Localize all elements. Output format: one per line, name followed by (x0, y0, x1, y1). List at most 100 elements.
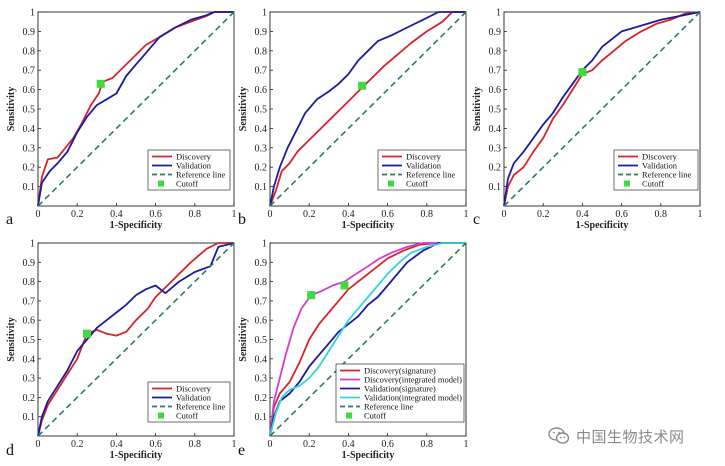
x-tick-label: 0 (268, 209, 273, 220)
series-line-discovery (269, 11, 466, 207)
y-tick-label: 0.5 (255, 335, 268, 346)
y-tick-label: 0.5 (23, 105, 36, 116)
legend-label: Discovery (176, 384, 212, 394)
x-tick-label: 0.4 (576, 209, 589, 220)
y-tick-label: 0.7 (23, 296, 36, 307)
x-tick-label: 1 (232, 209, 237, 220)
x-tick-label: 0.2 (303, 209, 316, 220)
y-tick-label: 1 (262, 239, 267, 250)
y-tick-label: 0.5 (23, 335, 36, 346)
y-tick-label: 0.1 (255, 412, 268, 423)
cutoff-marker (96, 79, 105, 88)
legend-label: Reference line (406, 170, 456, 180)
x-tick-label: 1 (464, 439, 469, 450)
y-tick-label: 1 (30, 239, 35, 250)
watermark: 中国生物技术网 (548, 424, 718, 448)
legend-label: Validation(integrated model) (364, 393, 462, 403)
series-line-reference-line (269, 11, 467, 207)
y-tick-label: 0.4 (255, 124, 268, 135)
y-tick-label: 0.8 (23, 46, 36, 57)
legend-label: Cutoff (406, 179, 428, 189)
y-tick-label: 0.2 (489, 163, 502, 174)
y-tick-label: 0.6 (489, 85, 502, 96)
y-tick-label: 0.3 (255, 374, 268, 385)
x-tick-label: 0 (36, 209, 41, 220)
series-line-reference-line (37, 11, 235, 207)
legend-label: Reference line (176, 170, 226, 180)
panel-letter: b (238, 211, 246, 228)
y-tick-label: 0.9 (489, 27, 502, 38)
watermark-text: 中国生物技术网 (576, 427, 685, 446)
y-tick-label: 0.7 (255, 66, 268, 77)
y-tick-label: 1 (262, 8, 267, 19)
y-tick-label: 0.4 (255, 354, 268, 365)
legend-cutoff-swatch (346, 412, 352, 419)
series-line-reference-line (503, 11, 701, 207)
wechat-icon (548, 427, 570, 444)
y-tick-label: 0.2 (255, 163, 268, 174)
legend-label: Validation (642, 161, 678, 171)
x-tick-label: 0 (36, 439, 41, 450)
legend-label: Cutoff (176, 179, 198, 189)
y-tick-label: 0.8 (489, 46, 502, 57)
legend-cutoff-swatch (158, 180, 164, 187)
chart-panel-d: 0 0.2 0.4 0.6 0.8 1 0.1 0.2 0.3 0.4 0.5 0.6 0.7 0.8 0.… (6, 239, 237, 462)
x-tick-label: 0.4 (342, 209, 355, 220)
series-line-reference-line (37, 242, 235, 437)
x-tick-label: 0.8 (189, 439, 202, 450)
x-axis-label: 1-Specificity (342, 220, 395, 231)
x-tick-label: 0.8 (421, 209, 434, 220)
series-line-reference-line (269, 242, 467, 437)
chart-panel-e: 0 0.2 0.4 0.6 0.8 1 0.1 0.2 0.3 0.4 0.5 0.6 0.7 0.8 0.… (238, 239, 469, 462)
x-tick-label: 0 (502, 209, 507, 220)
legend-label: Validation(signature) (364, 384, 436, 394)
y-tick-label: 0.2 (255, 393, 268, 404)
legend-cutoff-swatch (158, 412, 164, 419)
series-line-validation (37, 242, 235, 437)
legend-label: Validation (176, 161, 212, 171)
y-tick-label: 0.1 (23, 412, 36, 423)
y-tick-label: 0.6 (23, 316, 36, 327)
y-tick-label: 0.1 (23, 182, 36, 193)
y-tick-label: 0.7 (489, 66, 502, 77)
y-tick-label: 0.7 (255, 296, 268, 307)
series-line-discovery (37, 11, 234, 207)
legend-label: Cutoff (642, 179, 664, 189)
y-axis-label: Sensitivity (238, 87, 249, 131)
legend-cutoff-swatch (388, 180, 394, 187)
x-tick-label: 1 (232, 439, 237, 450)
y-axis-label: Sensitivity (6, 87, 17, 131)
cutoff-marker (358, 81, 367, 90)
y-tick-label: 0.2 (23, 393, 36, 404)
series-line-discovery-signature (269, 242, 466, 437)
chart-panel-a: 0 0.2 0.4 0.6 0.8 1 0.1 0.2 0.3 0.4 0.5 0.6 0.7 0.8 0.… (6, 8, 237, 232)
y-tick-label: 0.3 (23, 374, 36, 385)
y-tick-label: 0.4 (23, 124, 36, 135)
y-tick-label: 0.9 (255, 258, 268, 269)
panel-letter: c (473, 211, 480, 228)
series-line-validation-signature (269, 242, 466, 437)
x-tick-label: 0.6 (149, 209, 162, 220)
legend-label: Reference line (364, 402, 414, 412)
y-tick-label: 0.3 (23, 143, 36, 154)
y-axis-label: Sensitivity (472, 87, 483, 131)
y-tick-label: 0.5 (255, 105, 268, 116)
x-tick-label: 0.4 (110, 439, 123, 450)
cutoff-marker (578, 68, 587, 77)
legend-label: Discovery (176, 152, 212, 162)
y-tick-label: 0.2 (23, 163, 36, 174)
x-tick-label: 0.4 (342, 439, 355, 450)
cutoff-marker (307, 291, 316, 300)
legend-box (335, 363, 465, 423)
y-tick-label: 0.9 (23, 258, 36, 269)
y-tick-label: 0.8 (255, 277, 268, 288)
x-tick-label: 0.6 (381, 209, 394, 220)
y-tick-label: 1 (496, 8, 501, 19)
y-tick-label: 0.5 (489, 105, 502, 116)
panel-letter: e (238, 442, 245, 459)
y-tick-label: 1 (30, 8, 35, 19)
x-tick-label: 0.2 (71, 209, 84, 220)
legend-label: Cutoff (176, 411, 198, 421)
